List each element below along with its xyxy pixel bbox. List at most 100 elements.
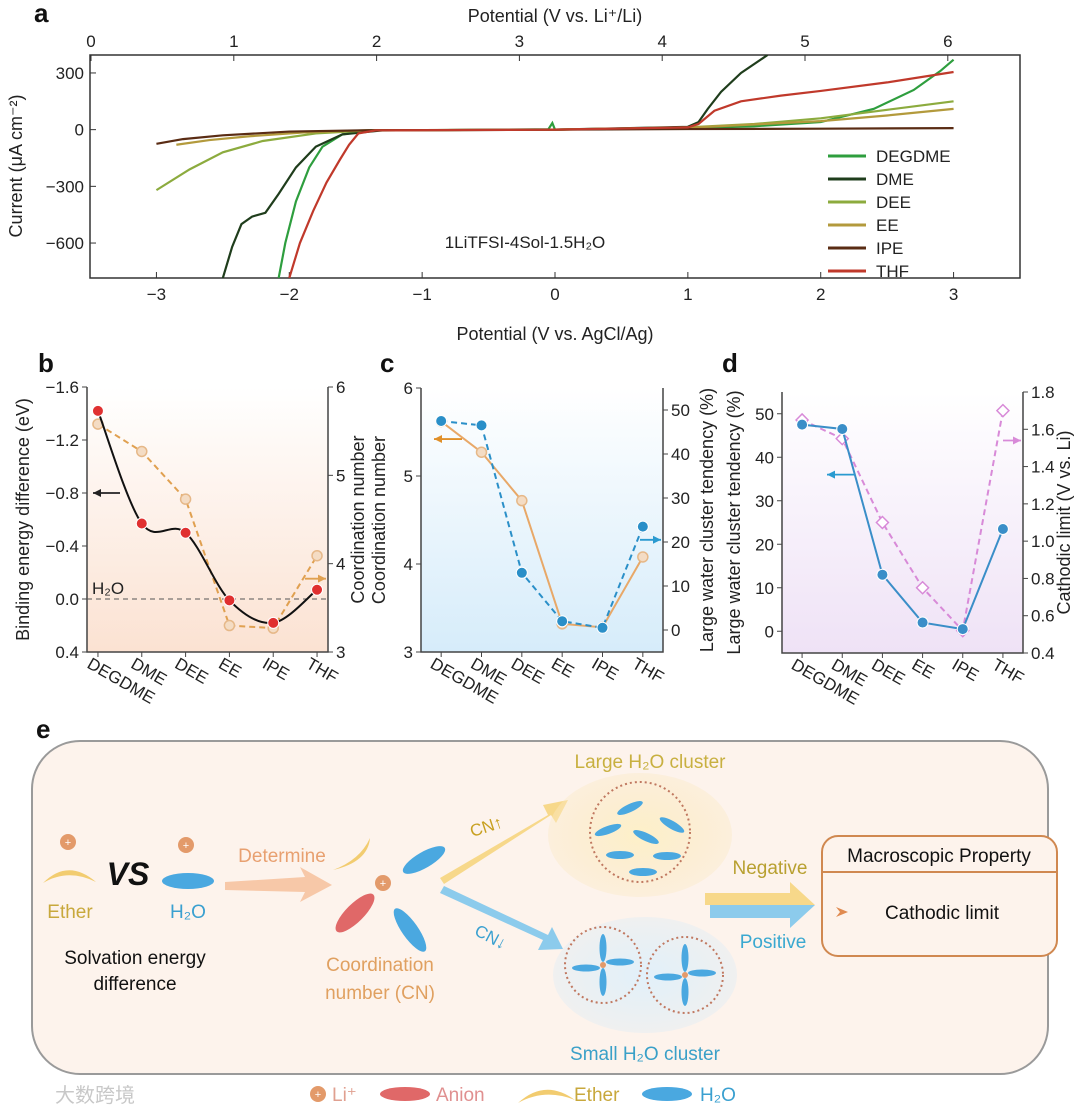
legend-label-ee: EE (876, 216, 899, 235)
y-tick-label: 300 (56, 64, 84, 83)
y2-tick-label: 3 (336, 643, 345, 662)
legend-anion-icon (380, 1087, 430, 1101)
series-line-1 (801, 410, 1004, 633)
plot-background (782, 392, 1023, 653)
series-line-1 (97, 423, 318, 630)
series-line-0 (801, 423, 1004, 631)
data-point (311, 549, 323, 562)
arrow-icon (653, 535, 661, 544)
legend-anion-label: Anion (436, 1085, 485, 1106)
panel-label-b: b (38, 348, 54, 378)
y-tick-label: 0 (75, 121, 84, 140)
cn-label-line2: number (CN) (325, 983, 435, 1004)
legend-label-thf: THF (876, 262, 909, 281)
solvation-label-line1: Solvation energy (64, 948, 206, 969)
small-cluster-boundary (564, 926, 642, 1004)
plot-background (421, 388, 663, 652)
svg-text:+: + (65, 837, 71, 849)
x2-axis-title: Potential (V vs. Li⁺/Li) (468, 6, 643, 26)
y2-axis-title: Large water cluster tendency (%) (697, 388, 717, 652)
y-axis-title: Large water cluster tendency (%) (724, 390, 744, 654)
arrow-icon (1013, 436, 1021, 445)
series-line-thf-cathodic (288, 128, 556, 278)
data-point (995, 403, 1010, 418)
small-cluster-icon (553, 917, 737, 1033)
h2o-reference-label: H₂O (92, 579, 124, 598)
x-tick-label: 1 (683, 285, 692, 304)
x-tick-label: EE (215, 654, 244, 682)
li-ion-icon (60, 834, 76, 850)
x-tick-label: IPE (949, 655, 982, 685)
small-cluster-label: Small H₂O cluster (570, 1044, 721, 1065)
x-tick-label: IPE (589, 654, 622, 684)
y-tick-label: −1.6 (45, 378, 79, 397)
x2-tick-label: 5 (800, 32, 809, 51)
data-point (515, 566, 528, 579)
y2-axis-title: Cathodic limit (V vs. Li) (1054, 430, 1074, 614)
x-tick-label: 0 (550, 285, 559, 304)
series-line-degdme-cathodic (277, 120, 557, 278)
anion-icon (335, 893, 375, 933)
data-point (135, 517, 148, 530)
y2-tick-label: 30 (671, 489, 690, 508)
macroscopic-property-box (821, 835, 1058, 957)
h2o-icon (162, 873, 214, 889)
y-tick-label: −1.2 (45, 431, 79, 450)
solvation-label-line2: difference (93, 974, 176, 995)
y-tick-label: 5 (404, 467, 413, 486)
data-point (916, 616, 929, 629)
ether-label: Ether (47, 902, 93, 923)
x-tick-label: THF (629, 654, 667, 687)
data-point (915, 580, 930, 595)
plot-axes (86, 387, 329, 653)
diagram-e: + Ether VS + H₂O Solvation energy differ… (31, 740, 1058, 1107)
y2-tick-label: 0.4 (1031, 644, 1055, 663)
small-cluster-boundary (646, 936, 724, 1014)
x-tick-label: 3 (949, 285, 958, 304)
negative-arrow-icon (705, 882, 815, 905)
y-tick-label: 0 (765, 622, 774, 641)
legend-h2o-label: H₂O (700, 1085, 736, 1106)
macroscopic-property-title: Macroscopic Property (847, 846, 1031, 867)
legend-li-icon (310, 1086, 326, 1102)
plot-frame (89, 54, 1021, 279)
h2o-icon (393, 908, 427, 952)
large-cluster-boundary (589, 781, 691, 883)
y2-tick-label: 1.8 (1031, 383, 1055, 402)
series-line-dme-cathodic (221, 128, 556, 278)
x-tick-label: DEE (172, 654, 212, 688)
series-line-1 (441, 420, 644, 629)
y-axis-title: Binding energy difference (eV) (13, 398, 33, 641)
y-tick-label: −600 (46, 234, 84, 253)
data-point (875, 515, 890, 530)
y-tick-label: 50 (755, 405, 774, 424)
y-tick-label: 3 (404, 643, 413, 662)
annotation: 1LiTFSI-4Sol-1.5H₂O (445, 233, 606, 252)
watermark: 大数跨境 (55, 1084, 135, 1107)
y-tick-label: 30 (755, 492, 774, 511)
data-point (516, 494, 528, 507)
y2-tick-label: 10 (671, 577, 690, 596)
panel-label-a: a (34, 0, 49, 28)
x-tick-label: EE (909, 655, 938, 683)
data-point (475, 446, 488, 458)
y-tick-label: 10 (755, 579, 774, 598)
y-axis-title: Coordination number (369, 436, 389, 604)
large-cluster-water-icons (594, 801, 685, 876)
positive-label: Positive (740, 932, 807, 953)
series-line-thf-anodic (554, 70, 954, 131)
y2-tick-label: 0.6 (1031, 607, 1055, 626)
arrow-icon (93, 489, 101, 497)
y2-tick-label: 4 (336, 555, 345, 574)
data-point (556, 615, 569, 628)
y-axis-title: Current (μA cm⁻²) (6, 95, 26, 238)
y2-tick-label: 0.8 (1031, 569, 1055, 588)
y-tick-label: 0.0 (55, 590, 79, 609)
li-ion-icon (375, 875, 391, 891)
y-tick-label: −0.4 (45, 537, 79, 556)
cn-down-arrow-icon (440, 886, 563, 950)
x-tick-label: EE (548, 654, 577, 682)
y2-tick-label: 1.0 (1031, 532, 1055, 551)
